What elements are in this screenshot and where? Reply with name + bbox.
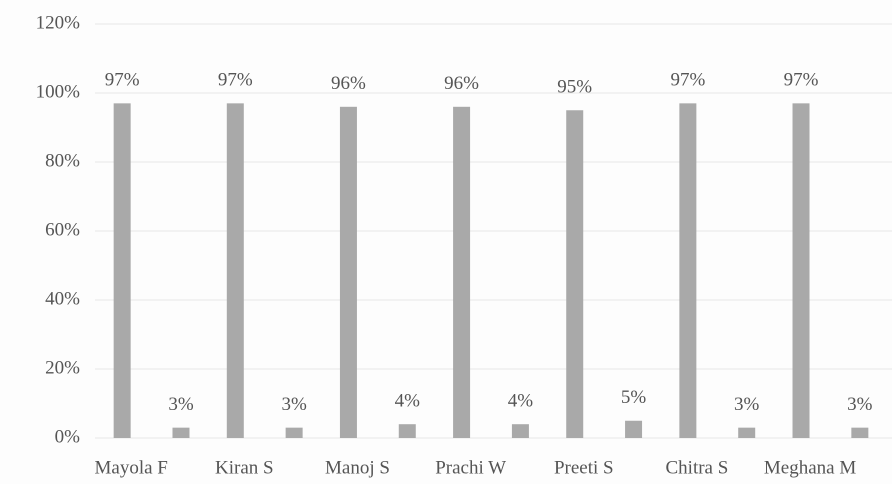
data-label: 95% — [557, 77, 592, 98]
x-tick-label: Meghana M — [764, 457, 856, 478]
y-tick-label: 40% — [45, 288, 80, 309]
data-label: 96% — [444, 73, 479, 94]
y-tick-label: 20% — [45, 357, 80, 378]
x-tick-label: Preeti S — [554, 457, 614, 478]
y-tick-label: 60% — [45, 219, 80, 240]
y-tick-label: 100% — [36, 81, 81, 102]
bar — [851, 427, 869, 438]
x-tick-label: Chitra S — [666, 457, 729, 478]
bar — [511, 424, 529, 438]
data-label: 4% — [508, 391, 534, 412]
bar — [738, 427, 756, 438]
bar — [453, 106, 471, 439]
x-tick-label: Prachi W — [435, 457, 506, 478]
data-label: 97% — [784, 70, 819, 91]
bar — [113, 103, 131, 438]
data-label: 96% — [331, 73, 366, 94]
bar — [285, 427, 303, 438]
bar — [339, 106, 357, 439]
data-label: 97% — [105, 70, 140, 91]
data-label: 97% — [218, 70, 253, 91]
bar — [172, 427, 190, 438]
data-label: 4% — [395, 391, 421, 412]
data-label: 3% — [847, 394, 873, 415]
data-label: 97% — [670, 70, 705, 91]
data-label: 5% — [621, 387, 647, 408]
bar — [625, 420, 643, 438]
y-tick-label: 120% — [36, 12, 81, 33]
data-label: 3% — [734, 394, 760, 415]
bar — [398, 424, 416, 438]
x-tick-label: Mayola F — [95, 457, 168, 478]
x-tick-label: Kiran S — [215, 457, 274, 478]
x-tick-label: Manoj S — [325, 457, 390, 478]
bar — [679, 103, 697, 438]
y-tick-label: 0% — [55, 426, 81, 447]
y-tick-label: 80% — [45, 150, 80, 171]
bar — [226, 103, 244, 438]
data-label: 3% — [168, 394, 194, 415]
data-label: 3% — [281, 394, 307, 415]
bar — [566, 110, 584, 438]
bar — [792, 103, 810, 438]
